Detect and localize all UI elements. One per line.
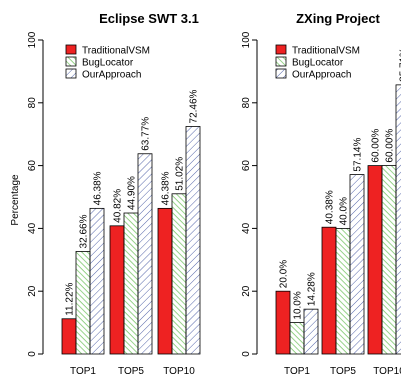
x-tick-label: TOP1 [284, 366, 310, 377]
legend-label: OurApproach [292, 70, 351, 81]
legend-swatch [275, 44, 287, 55]
y-tick-label: 20 [27, 285, 38, 297]
y-axis: 0 20 40 60 80 100 [27, 31, 44, 357]
bar [123, 212, 139, 355]
legend-label: TraditionalVSM [292, 46, 360, 57]
bar [381, 165, 397, 355]
data-label: 72.46% [189, 89, 200, 123]
data-label: 44.90% [127, 176, 138, 210]
y-tick-label: 100 [241, 31, 252, 48]
x-tick-label: TOP10 [373, 366, 401, 377]
legend-label: OurApproach [82, 70, 141, 81]
data-label: 40.38% [325, 190, 336, 224]
data-label: 40.82% [113, 189, 124, 223]
legend-swatch [65, 44, 77, 55]
data-label: 14.28% [307, 272, 318, 306]
x-axis: TOP1 TOP5 TOP10 [284, 366, 401, 377]
legend-swatch [275, 56, 287, 67]
bar [303, 308, 319, 355]
bar [109, 225, 125, 355]
legend-swatch [65, 68, 77, 79]
bar [289, 322, 305, 355]
data-label: 51.02% [175, 157, 186, 191]
data-label: 60.00% [385, 129, 396, 163]
bar-group: 11.22%32.66%46.38%40.82% 44.90%63.77%46.3… [61, 89, 201, 355]
y-tick-label: 40 [27, 222, 38, 234]
y-axis-label: Percentage [10, 174, 21, 226]
bar [157, 207, 173, 355]
bar [89, 207, 105, 355]
bar [61, 318, 77, 355]
y-tick-label: 40 [241, 222, 252, 234]
chart-panel-0: Eclipse SWT 3.1 Percentage 020406080100 … [10, 11, 201, 377]
legend-label: TraditionalVSM [82, 46, 150, 57]
data-label: 40.0% [339, 197, 350, 225]
legend-label: BugLocator [82, 58, 134, 69]
data-label: 32.66% [79, 214, 90, 248]
bar [367, 165, 383, 355]
y-tick-label: 60 [241, 160, 252, 172]
bar [395, 84, 401, 355]
bar-group: 20.0%10.0% 14.28% 40.38% 40.0% 57.14% 60.00% 6… [275, 48, 401, 355]
data-label: 46.38% [161, 171, 172, 205]
y-axis: 0 20 40 60 80 100 [241, 31, 258, 357]
chart-title: Eclipse SWT 3.1 [99, 11, 199, 26]
bar [321, 226, 337, 355]
data-label: 20.0% [279, 260, 290, 288]
y-tick-label: 0 [241, 351, 252, 357]
data-label: 57.14% [353, 138, 364, 172]
legend-swatch [65, 56, 77, 67]
x-tick-label: TOP5 [118, 366, 144, 377]
data-label: 10.0% [293, 291, 304, 319]
x-tick-label: TOP1 [70, 366, 96, 377]
x-axis: TOP1 TOP5 TOP10 [70, 366, 195, 377]
bar [335, 227, 351, 355]
y-tick-label: 0 [27, 351, 38, 357]
data-label: 46.38% [93, 171, 104, 205]
data-label: 11.22% [65, 282, 76, 315]
bar [185, 126, 201, 355]
chart-title: ZXing Project [296, 11, 380, 26]
y-tick-label: 80 [27, 97, 38, 109]
y-tick-label: 60 [27, 160, 38, 172]
bar [171, 193, 187, 355]
chart-panel-1: ZXing Project 0 20 40 60 80 100 TraditionalVS… [241, 11, 401, 377]
data-label: 85.71% [399, 48, 401, 82]
data-label: 60.00% [371, 129, 382, 163]
legend-swatch [275, 68, 287, 79]
bar [349, 174, 365, 355]
x-tick-label: TOP10 [163, 366, 195, 377]
bar [75, 251, 91, 355]
bar [137, 153, 153, 355]
y-tick-label: 80 [241, 97, 252, 109]
y-tick-label: 20 [241, 285, 252, 297]
x-tick-label: TOP5 [330, 366, 356, 377]
y-tick-label: 100 [27, 31, 38, 48]
data-label: 63.77% [141, 117, 152, 151]
legend-label: BugLocator [292, 58, 344, 69]
bar [275, 290, 291, 355]
